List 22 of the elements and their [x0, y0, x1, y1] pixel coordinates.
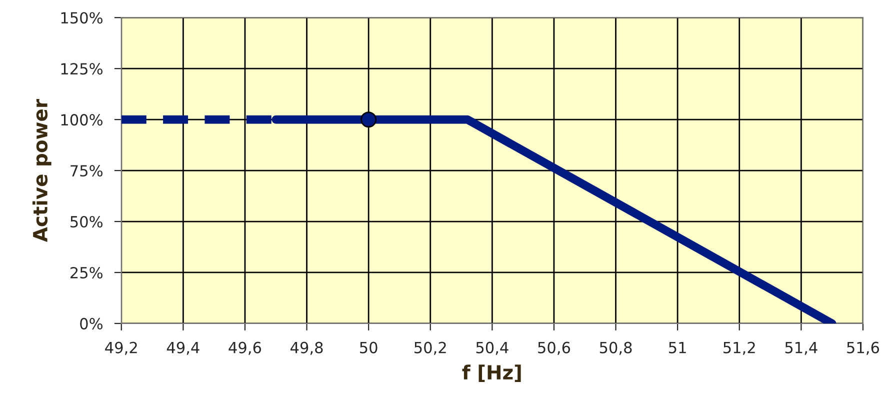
x-tick-label: 51,2 [724, 342, 755, 355]
y-tick-label: 100% [61, 114, 102, 126]
x-tick-label: 50,8 [600, 342, 632, 355]
y-tick-label: 0% [80, 318, 102, 330]
x-axis-title: f [Hz] [462, 364, 521, 382]
y-tick-label: 150% [61, 12, 102, 24]
x-tick-label: 51,6 [847, 342, 880, 355]
x-tick-label: 50,6 [538, 342, 570, 355]
x-tick-label: 49,6 [228, 342, 262, 355]
x-tick-label: 49,4 [166, 342, 200, 355]
y-tick-label: 50% [70, 216, 102, 228]
x-tick-label: 50,2 [414, 342, 446, 355]
y-tick-label: 25% [70, 266, 102, 279]
y-tick-label: 75% [70, 165, 102, 177]
y-axis-title: Active power [32, 99, 52, 242]
y-tick-label: 125% [61, 63, 102, 75]
x-tick-label: 49,2 [105, 342, 137, 355]
x-tick-label: 50 [360, 342, 378, 354]
x-tick-label: 49,8 [290, 342, 323, 355]
x-tick-label: 51 [669, 342, 686, 354]
x-tick-label: 50,4 [476, 342, 508, 355]
x-tick-label: 51,4 [785, 342, 818, 355]
